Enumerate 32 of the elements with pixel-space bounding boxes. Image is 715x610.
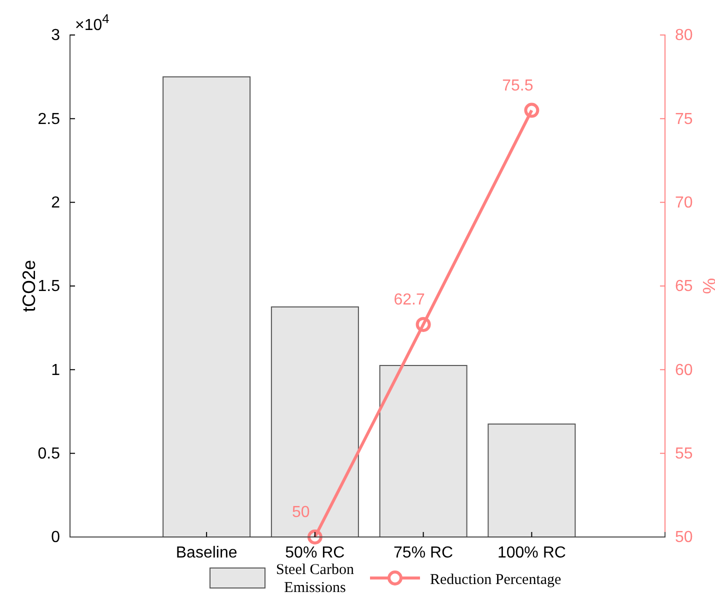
bar [379,364,468,538]
y2-tick-label: 55 [675,445,693,462]
data-label: 62.7 [394,291,425,308]
x-tick-label: 50% RC [285,544,345,562]
bar [488,424,576,538]
bar [162,76,251,538]
y-tick-label: 1.5 [38,278,60,296]
y2-tick-label: 50 [675,529,693,546]
y2-tick-label: 80 [675,27,693,44]
x-tick-label: 100% RC [497,544,566,562]
legend-label: Reduction Percentage [430,572,562,588]
bar [270,306,359,538]
y2-tick-label: 70 [675,194,693,212]
legend-label: Steel Carbon Emissions [276,562,354,596]
y-tick-label: 3 [51,27,60,44]
x-tick-label: Baseline [176,544,238,562]
text: ×10$^{4}$ [75,10,110,34]
y-tick-label: 2 [51,194,60,212]
y2-tick-label: 75 [675,110,693,128]
y-tick-label: 0 [51,529,60,546]
y-axis-title: tCO2e [19,260,39,312]
y-tick-label: 2.5 [38,110,60,128]
point [416,316,431,332]
point [307,530,322,544]
y2-tick-label: 65 [675,278,693,296]
y-tick-label: 0.5 [38,445,60,462]
point [524,102,540,118]
data-label: 50 [292,504,310,521]
data-label: 75.5 [502,77,534,94]
y2-tick-label: 60 [675,362,693,379]
x-tick-label: 75% RC [394,544,454,562]
y-tick-label: 1 [51,362,60,379]
